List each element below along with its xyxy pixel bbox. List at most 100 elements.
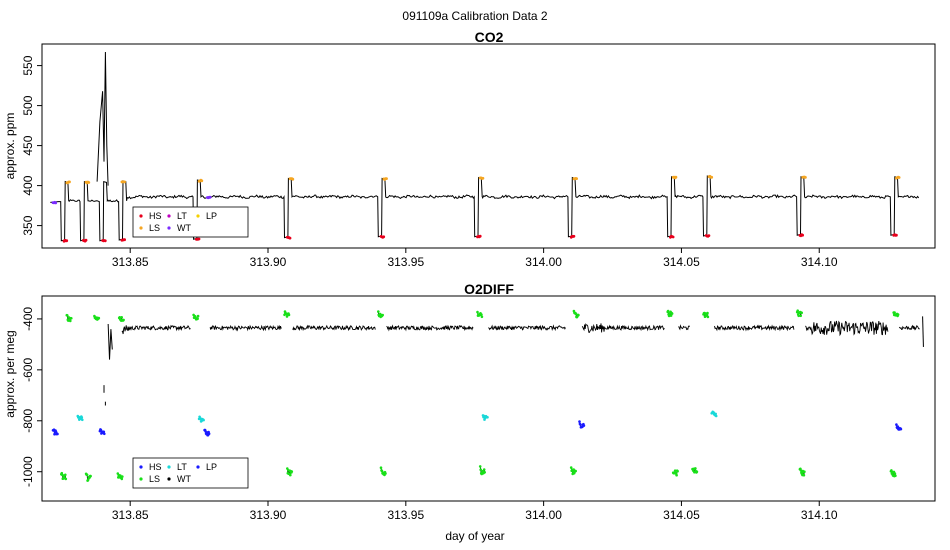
o2diff-cluster-point xyxy=(894,474,897,478)
o2diff-cluster-point xyxy=(578,420,581,423)
co2-point-ls xyxy=(575,177,578,181)
o2diff-cluster-point xyxy=(675,473,678,477)
co2-xtick-label: 314.10 xyxy=(801,255,838,269)
co2-points xyxy=(51,174,901,243)
o2diff-x-axis: 313.85 313.90 313.95 314.00 314.05 314.10 xyxy=(112,501,838,522)
o2diff-spike-line xyxy=(107,323,113,360)
o2diff-ambient-line xyxy=(678,324,690,331)
o2diff-legend-lt: LT xyxy=(177,462,187,472)
co2-point-hs xyxy=(707,234,711,238)
o2diff-cluster-point xyxy=(67,316,71,319)
co2-point-ls xyxy=(804,176,807,179)
figure-title: 091109a Calibration Data 2 xyxy=(402,9,548,23)
o2diff-cluster-point xyxy=(800,311,803,315)
o2diff-legend-wt: WT xyxy=(177,474,191,484)
o2diff-ambient-line xyxy=(805,320,889,337)
co2-ylabel: approx. ppm xyxy=(3,113,17,180)
co2-ytick-label: 450 xyxy=(21,135,35,155)
o2diff-cluster-point xyxy=(289,473,292,477)
co2-legend-lp: LP xyxy=(206,211,217,221)
o2diff-cluster-point xyxy=(899,427,903,431)
o2diff-cluster-point xyxy=(202,418,205,422)
o2diff-plot-frame xyxy=(41,295,936,502)
o2-xtick-label: 314.05 xyxy=(663,508,700,522)
co2-point-ls xyxy=(87,181,91,184)
o2diff-cluster-point xyxy=(66,314,69,317)
o2diff-cluster-point xyxy=(569,466,573,469)
co2-ytick-label: 500 xyxy=(21,95,35,115)
co2-xtick-label: 314.00 xyxy=(525,255,562,269)
o2diff-cluster-point xyxy=(893,472,897,475)
o2diff-cluster-point xyxy=(119,474,122,477)
o2diff-cluster-point xyxy=(582,424,586,427)
o2diff-cluster-point xyxy=(478,465,482,468)
co2-point-ls xyxy=(291,177,295,181)
o2diff-cluster-point xyxy=(70,317,73,320)
o2diff-cluster-point xyxy=(379,466,383,470)
o2diff-cluster-point xyxy=(120,477,124,481)
o2diff-cluster-point xyxy=(103,432,106,436)
o2diff-cluster-point xyxy=(97,316,101,320)
co2-point-wt xyxy=(208,195,212,199)
o2diff-cluster-point xyxy=(290,470,294,473)
co2-point-hs xyxy=(197,237,201,241)
co2-ytick-label: 400 xyxy=(21,175,35,195)
co2-point-hs xyxy=(382,235,386,239)
o2diff-cluster-point xyxy=(384,472,387,475)
co2-x-axis: 313.85 313.90 313.95 314.00 314.05 314.10 xyxy=(112,248,838,269)
o2diff-legend-hs: HS xyxy=(149,462,162,472)
o2diff-cluster-point xyxy=(120,316,123,319)
o2diff-cluster-point xyxy=(574,312,578,316)
o2diff-cluster-point xyxy=(896,313,900,316)
o2-xtick-label: 314.00 xyxy=(525,508,562,522)
co2-point-wt xyxy=(54,201,58,205)
o2diff-cluster-point xyxy=(69,319,72,323)
o2diff-legend: HS LT LP LS WT xyxy=(132,457,249,489)
o2diff-cluster-point xyxy=(196,314,200,318)
o2diff-cluster-point xyxy=(799,469,803,472)
o2diff-ambient-line xyxy=(386,324,474,332)
o2diff-ambient-line xyxy=(292,324,376,332)
o2diff-cluster-point xyxy=(121,475,124,478)
co2-legend-ls-marker xyxy=(139,226,143,230)
o2diff-cluster-point xyxy=(483,471,487,474)
o2diff-cluster-point xyxy=(80,416,84,419)
co2-xtick-label: 313.95 xyxy=(387,255,424,269)
co2-point-hs xyxy=(572,234,576,238)
o2diff-cluster-point xyxy=(797,314,800,318)
co2-point-ls xyxy=(123,180,126,184)
co2-point-hs xyxy=(895,233,898,237)
co2-point-hs xyxy=(671,235,675,239)
o2diff-ylabel: approx. per meg xyxy=(3,330,17,417)
co2-point-ls xyxy=(710,175,714,179)
o2diff-legend-hs-marker xyxy=(139,465,143,469)
o2diff-cluster-point xyxy=(669,314,673,317)
o2-xtick-label: 314.10 xyxy=(801,508,838,522)
o2diff-cluster-point xyxy=(99,428,103,432)
o2diff-cluster-point xyxy=(799,314,802,318)
o2diff-cluster-point xyxy=(285,315,289,318)
o2diff-spike-line xyxy=(922,316,924,347)
o2diff-ambient-line xyxy=(488,324,566,332)
o2diff-legend-box xyxy=(132,457,249,489)
o2diff-cluster-point xyxy=(207,432,211,436)
co2-ytick-label: 350 xyxy=(21,215,35,235)
co2-spike-line xyxy=(96,51,109,186)
o2diff-xlabel: day of year xyxy=(445,529,504,543)
co2-legend-lt-marker xyxy=(167,214,171,218)
o2diff-cluster-point xyxy=(577,313,580,317)
o2diff-legend-lp-marker xyxy=(196,465,200,469)
co2-point-hs xyxy=(288,236,292,240)
o2diff-cluster-point xyxy=(196,317,199,321)
o2diff-cluster-point xyxy=(706,315,710,319)
co2-point-ls xyxy=(481,176,485,180)
o2diff-cluster-point xyxy=(381,313,385,317)
o2diff-cluster-point xyxy=(64,473,67,477)
o2diff-ambient-line xyxy=(898,324,920,331)
o2diff-cluster-point xyxy=(673,469,677,473)
o2diff-cluster-point xyxy=(377,310,380,313)
o2diff-cluster-point xyxy=(56,432,59,436)
o2diff-cluster-point xyxy=(53,432,56,436)
o2diff-cluster-point xyxy=(287,313,291,317)
co2-ytick-label: 550 xyxy=(21,55,35,75)
